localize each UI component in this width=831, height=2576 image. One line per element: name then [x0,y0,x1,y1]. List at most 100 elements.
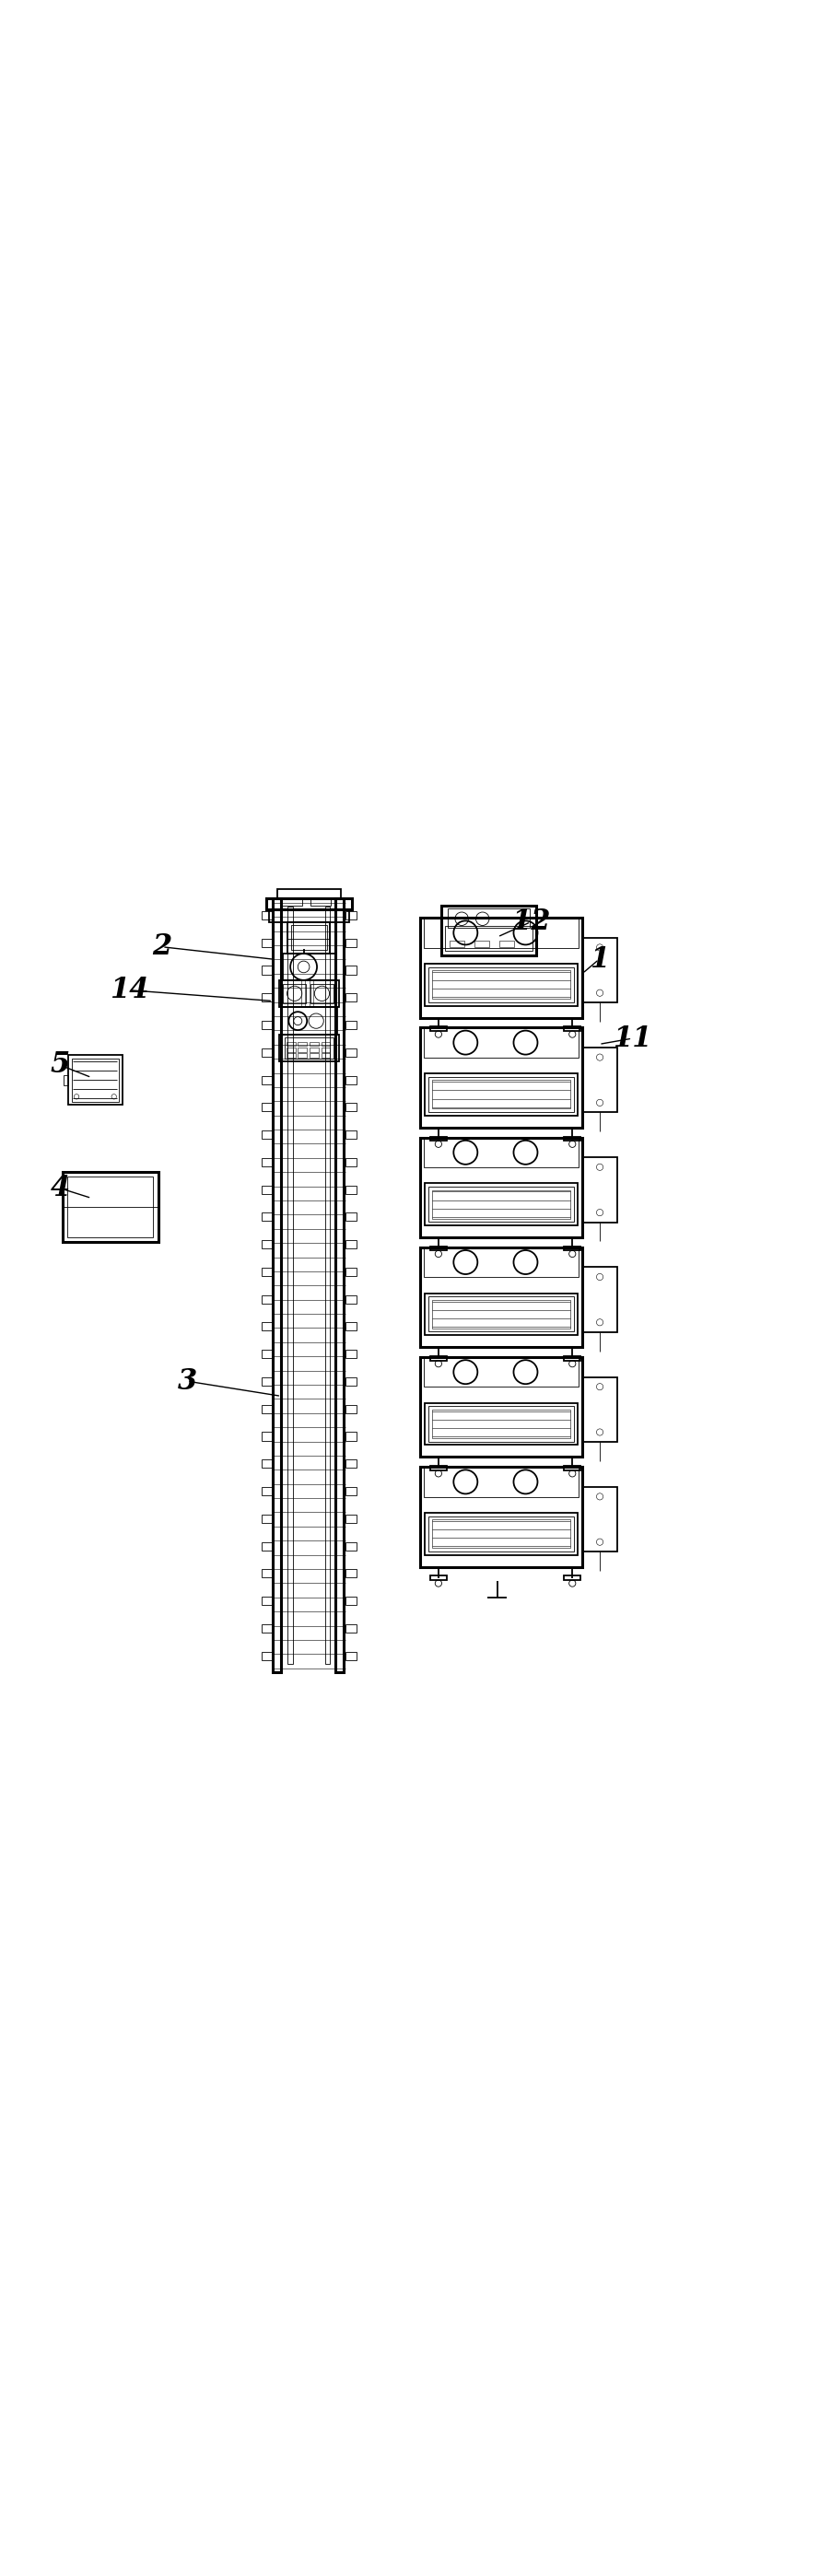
Bar [430,1136,446,1141]
Bar [281,899,302,904]
Bar [261,966,273,974]
Bar [474,940,489,948]
Bar [345,1432,356,1440]
Bar [425,1404,577,1445]
Bar [261,912,273,920]
Bar [261,1486,273,1494]
Bar [261,1569,273,1577]
Bar [345,1486,356,1494]
Bar [445,927,532,951]
Bar [431,1409,570,1437]
Bar [428,1517,573,1551]
Bar [261,1296,273,1303]
Bar [563,1136,580,1141]
Bar [345,1267,356,1275]
Bar [430,1247,446,1249]
Bar [261,1350,273,1358]
Bar [420,1466,582,1566]
Bar [582,1486,617,1551]
Bar [345,912,356,920]
Bar [297,1054,307,1059]
Bar [261,1321,273,1332]
Bar [582,1157,617,1221]
Bar [423,1139,578,1167]
Bar [563,1028,580,1030]
Bar [345,1077,356,1084]
Bar [430,1028,446,1030]
Bar [428,1188,573,1221]
Bar [345,1651,356,1659]
Bar [431,1190,570,1218]
Bar [345,1048,356,1056]
Bar [281,1007,337,1033]
Bar [420,1358,582,1458]
Bar [310,899,331,904]
Bar [279,981,338,1007]
Bar [297,1041,307,1046]
Text: 3: 3 [177,1368,197,1396]
Bar [425,1512,577,1556]
Bar [261,1159,273,1167]
Bar [345,1623,356,1633]
Bar [440,904,536,956]
Bar [423,1466,578,1497]
Bar [345,994,356,1002]
Bar [261,1213,273,1221]
Bar [261,1077,273,1084]
Bar [261,1651,273,1659]
Bar [261,1543,273,1551]
Bar [261,1185,273,1193]
Bar [345,1213,356,1221]
Bar [261,1239,273,1249]
Bar [321,1048,330,1051]
Text: 5: 5 [50,1051,70,1079]
Bar [345,1239,356,1249]
Bar [297,1048,307,1051]
Bar [261,938,273,948]
Bar [423,1358,578,1386]
Bar [261,1432,273,1440]
Bar [345,1103,356,1110]
Bar [428,1406,573,1443]
Bar [431,1520,570,1548]
Bar [67,1177,153,1236]
Bar [261,1103,273,1110]
Bar [261,1404,273,1414]
Bar [345,1597,356,1605]
Bar [286,1054,295,1059]
Bar [71,1059,119,1103]
Bar [335,899,343,1672]
Bar [423,1247,578,1278]
Bar [428,966,573,1002]
Bar [428,1296,573,1332]
Bar [430,1355,446,1360]
Bar [261,1597,273,1605]
Bar [345,1185,356,1193]
Bar [273,899,281,1672]
Bar [345,1131,356,1139]
Bar [261,1131,273,1139]
Bar [447,909,529,927]
Bar [449,940,464,948]
Bar [283,953,335,981]
Bar [563,1355,580,1360]
Bar [345,1515,356,1522]
Bar [345,1296,356,1303]
Bar [268,909,349,922]
Bar [309,1048,318,1051]
Bar [310,984,333,1005]
Bar [261,1020,273,1030]
Bar [420,1028,582,1128]
Text: 2: 2 [152,933,172,961]
Bar [425,1293,577,1334]
Bar [423,1028,578,1059]
Text: 11: 11 [612,1025,652,1054]
Bar [420,917,582,1018]
Bar [563,1577,580,1579]
Bar [345,1020,356,1030]
Bar [431,1079,570,1108]
Bar [286,1041,295,1046]
Bar [266,899,352,909]
Bar [321,1041,330,1046]
Bar [291,925,327,951]
